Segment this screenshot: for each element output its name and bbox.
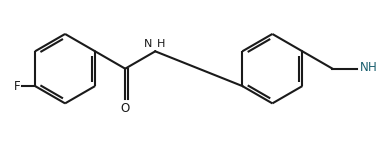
Text: O: O bbox=[121, 102, 130, 115]
Text: H: H bbox=[157, 39, 165, 49]
Text: NH$_2$: NH$_2$ bbox=[359, 61, 376, 76]
Text: N: N bbox=[144, 39, 152, 49]
Text: F: F bbox=[14, 80, 21, 92]
